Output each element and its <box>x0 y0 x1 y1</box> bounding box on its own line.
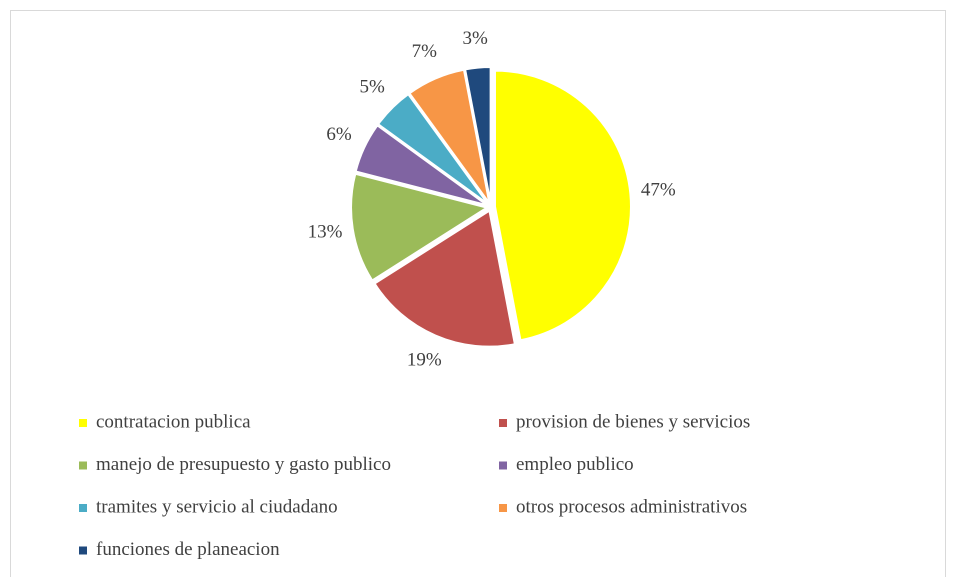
legend-swatch <box>79 461 87 470</box>
legend-swatch <box>499 461 507 470</box>
data-label: 19% <box>407 350 442 371</box>
legend-label: contratacion publica <box>96 411 251 432</box>
legend-swatch <box>79 504 87 512</box>
legend-label: otros procesos administrativos <box>516 496 747 517</box>
legend-swatch <box>499 504 507 512</box>
pie-slice <box>350 172 490 282</box>
legend-swatch <box>79 419 87 427</box>
legend-label: provision de bienes y servicios <box>516 411 750 432</box>
legend-label: funciones de planeacion <box>96 539 280 560</box>
pie-slice <box>354 123 488 207</box>
legend-swatch <box>79 546 87 555</box>
data-label: 13% <box>308 222 343 243</box>
data-label: 7% <box>412 41 438 62</box>
legend-swatch <box>499 419 507 427</box>
pie-slice <box>493 69 632 342</box>
data-label: 3% <box>463 28 489 49</box>
data-label: 5% <box>360 77 386 98</box>
pie-slice <box>373 209 517 348</box>
data-label: 47% <box>641 180 676 201</box>
pie-slice <box>376 92 489 205</box>
legend-label: empleo publico <box>516 454 634 475</box>
legend-label: manejo de presupuesto y gasto publico <box>96 454 391 475</box>
legend-label: tramites y servicio al ciudadano <box>96 496 338 517</box>
pie-slice <box>463 66 492 204</box>
data-label: 6% <box>326 124 352 145</box>
pie-slice <box>408 68 491 204</box>
